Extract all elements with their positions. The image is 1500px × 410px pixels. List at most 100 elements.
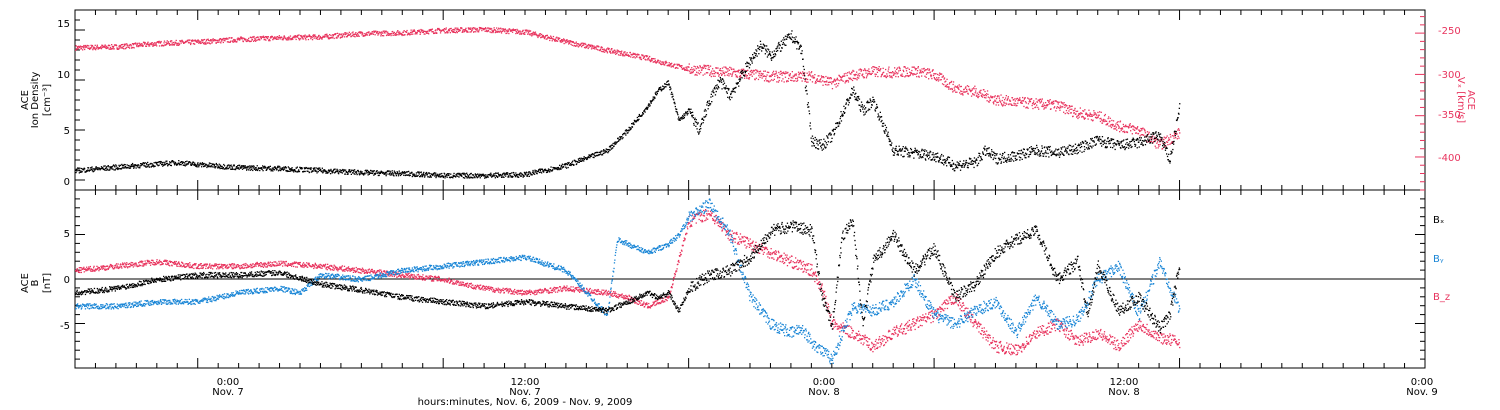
vx-point (868, 73, 870, 75)
density-point (389, 174, 391, 176)
density-point (129, 165, 131, 167)
density-point (855, 92, 857, 94)
density-point (602, 150, 604, 152)
vx-point (454, 27, 456, 29)
vx-point (1002, 96, 1004, 99)
density-point (662, 88, 665, 90)
vx-point (498, 31, 501, 33)
density-point (790, 33, 792, 35)
density-point (775, 50, 778, 52)
density-point (628, 129, 631, 131)
density-point (239, 166, 241, 168)
vx-point (125, 43, 127, 45)
vx-point (560, 40, 562, 42)
vx-point (224, 40, 226, 42)
vx-point (782, 78, 784, 80)
density-point (853, 89, 855, 91)
density-point (107, 165, 109, 167)
vx-point (332, 34, 334, 37)
vx-point (1126, 125, 1128, 128)
vx-point (1060, 101, 1062, 103)
vx-point (778, 79, 780, 82)
vx-point (211, 41, 213, 43)
vx-point (865, 70, 867, 72)
vx-point (623, 52, 625, 54)
vx-point (134, 43, 136, 45)
vx-point (827, 76, 829, 79)
density-point (784, 44, 786, 46)
vx-point (465, 30, 467, 32)
vx-point (979, 92, 982, 94)
vx-point (735, 76, 737, 78)
vx-point (646, 59, 648, 61)
vx-point (1156, 142, 1158, 144)
vx-point (1117, 124, 1119, 126)
vx-point (1116, 122, 1118, 124)
density-point (115, 165, 118, 167)
density-point (262, 170, 264, 172)
vx-point (469, 27, 471, 29)
vx-point (972, 93, 974, 95)
vx-point (829, 81, 832, 83)
vx-point (414, 33, 416, 35)
vx-point (1055, 110, 1057, 112)
density-point (163, 164, 165, 166)
density-point (180, 164, 182, 166)
vx-point (457, 30, 460, 32)
density-point (243, 165, 245, 167)
density-point (838, 123, 840, 125)
vx-point (200, 42, 202, 44)
density-point (207, 165, 209, 167)
density-point (493, 173, 495, 175)
density-point (443, 175, 445, 177)
density-point (355, 171, 357, 173)
density-point (860, 106, 862, 108)
vx-point (325, 36, 327, 38)
vx-point (478, 29, 480, 31)
vx-point (229, 41, 231, 43)
density-point (465, 173, 467, 175)
vx-point (310, 38, 312, 40)
density-point (359, 171, 361, 173)
density-point (466, 174, 469, 176)
vx-point (996, 101, 998, 104)
density-point (273, 166, 275, 169)
density-point (719, 76, 721, 79)
density-point (571, 163, 573, 165)
vx-point (1053, 107, 1055, 109)
vx-point (757, 70, 759, 72)
density-point (214, 163, 216, 166)
density-point (856, 96, 859, 98)
vx-point (707, 64, 710, 67)
density-point (310, 168, 312, 171)
vx-point (268, 39, 271, 41)
vx-point (736, 70, 738, 73)
vx-point (992, 101, 994, 104)
vx-point (672, 66, 674, 68)
density-point (605, 151, 607, 153)
density-point (411, 175, 413, 178)
vx-point (195, 40, 197, 42)
density-point (397, 171, 399, 174)
vx-point (1166, 141, 1169, 143)
vx-point (864, 68, 866, 70)
vx-point (163, 42, 165, 44)
vx-point (170, 44, 172, 46)
density-point (661, 88, 663, 91)
density-point (129, 167, 132, 169)
vx-point (1011, 104, 1013, 106)
density-point (367, 174, 369, 176)
vx-point (951, 87, 953, 90)
vx-point (1068, 105, 1070, 107)
vx-point (1077, 114, 1079, 116)
vx-point (1015, 103, 1017, 105)
density-point (621, 138, 623, 140)
density-point (489, 174, 491, 176)
vx-point (365, 33, 367, 35)
density-point (458, 176, 460, 178)
density-point (851, 88, 854, 90)
vx-point (348, 34, 350, 36)
vx-point (289, 39, 291, 41)
vx-point (1178, 129, 1180, 131)
vx-point (564, 40, 566, 42)
